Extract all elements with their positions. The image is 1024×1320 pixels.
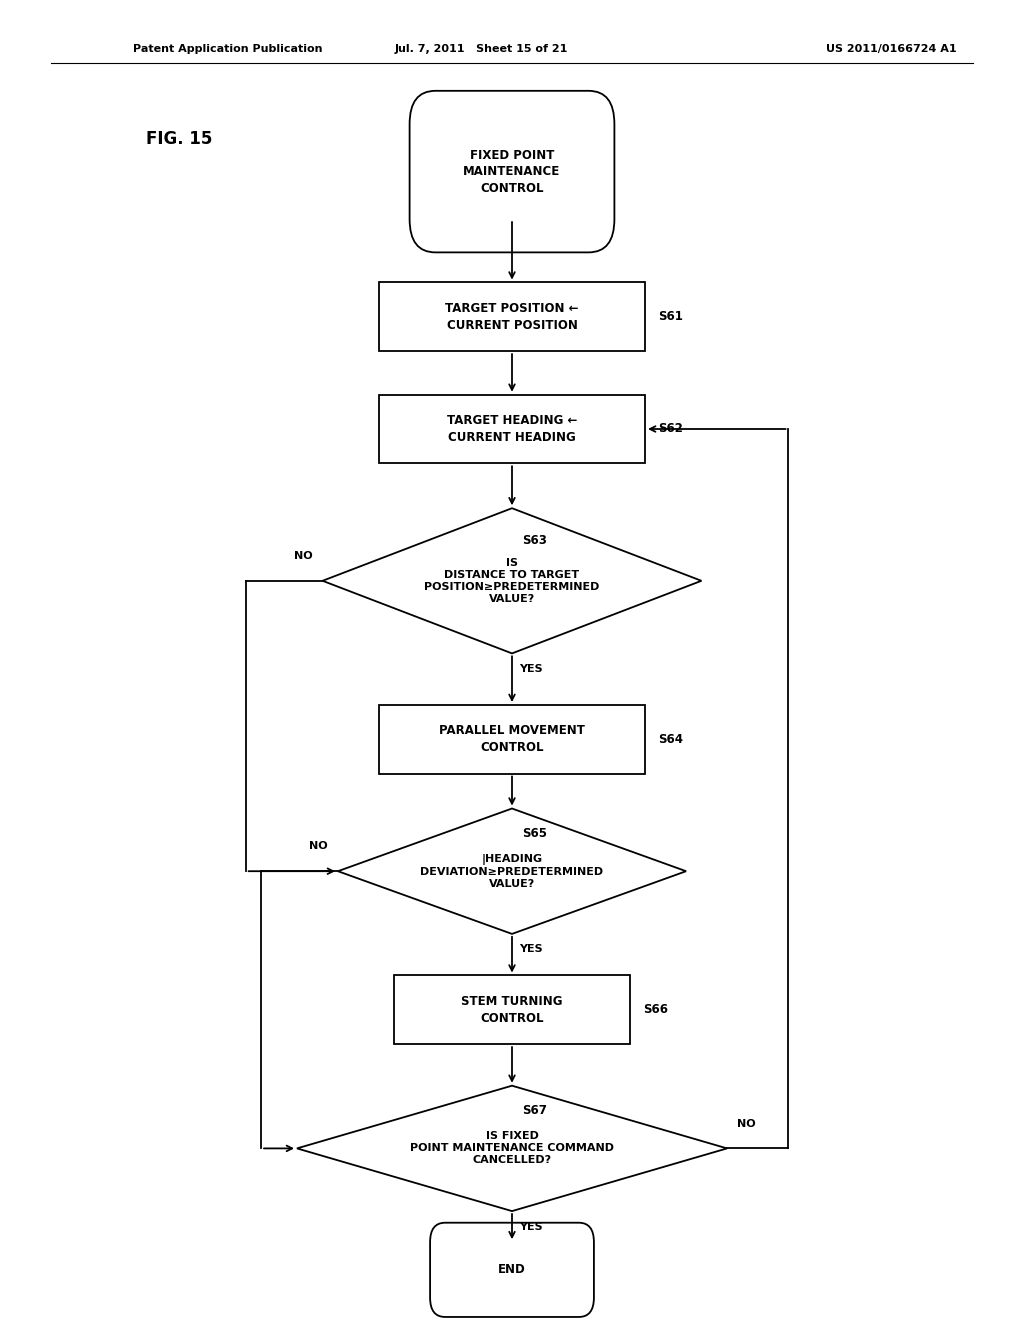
Text: YES: YES (518, 945, 543, 954)
Polygon shape (323, 508, 701, 653)
Text: S62: S62 (658, 422, 683, 436)
Text: IS FIXED
POINT MAINTENANCE COMMAND
CANCELLED?: IS FIXED POINT MAINTENANCE COMMAND CANCE… (410, 1131, 614, 1166)
Bar (394, 975, 630, 1044)
Bar (379, 282, 645, 351)
Text: S61: S61 (658, 310, 683, 323)
Text: YES: YES (518, 664, 543, 675)
Text: S65: S65 (522, 828, 547, 840)
Text: S67: S67 (522, 1105, 547, 1117)
Text: S63: S63 (522, 535, 547, 548)
Text: NO: NO (737, 1118, 756, 1129)
Text: NO: NO (309, 841, 328, 851)
FancyBboxPatch shape (430, 1222, 594, 1317)
Text: |HEADING
DEVIATION≥PREDETERMINED
VALUE?: |HEADING DEVIATION≥PREDETERMINED VALUE? (421, 854, 603, 888)
Text: NO: NO (294, 550, 312, 561)
Text: TARGET POSITION ←
CURRENT POSITION: TARGET POSITION ← CURRENT POSITION (445, 302, 579, 331)
Polygon shape (338, 808, 686, 935)
Text: US 2011/0166724 A1: US 2011/0166724 A1 (825, 44, 956, 54)
Text: S64: S64 (658, 733, 683, 746)
Text: YES: YES (518, 1222, 543, 1232)
Text: Jul. 7, 2011   Sheet 15 of 21: Jul. 7, 2011 Sheet 15 of 21 (394, 44, 568, 54)
Text: FIXED POINT
MAINTENANCE
CONTROL: FIXED POINT MAINTENANCE CONTROL (464, 149, 560, 194)
Text: FIG. 15: FIG. 15 (146, 129, 212, 148)
Text: IS
DISTANCE TO TARGET
POSITION≥PREDETERMINED
VALUE?: IS DISTANCE TO TARGET POSITION≥PREDETERM… (424, 558, 600, 603)
Bar (379, 395, 645, 463)
Bar (379, 705, 645, 774)
FancyBboxPatch shape (410, 91, 614, 252)
Text: PARALLEL MOVEMENT
CONTROL: PARALLEL MOVEMENT CONTROL (439, 725, 585, 754)
Text: Patent Application Publication: Patent Application Publication (133, 44, 323, 54)
Text: TARGET HEADING ←
CURRENT HEADING: TARGET HEADING ← CURRENT HEADING (446, 414, 578, 444)
Polygon shape (297, 1085, 727, 1212)
Text: S66: S66 (643, 1003, 668, 1016)
Text: STEM TURNING
CONTROL: STEM TURNING CONTROL (461, 995, 563, 1024)
Text: END: END (498, 1263, 526, 1276)
